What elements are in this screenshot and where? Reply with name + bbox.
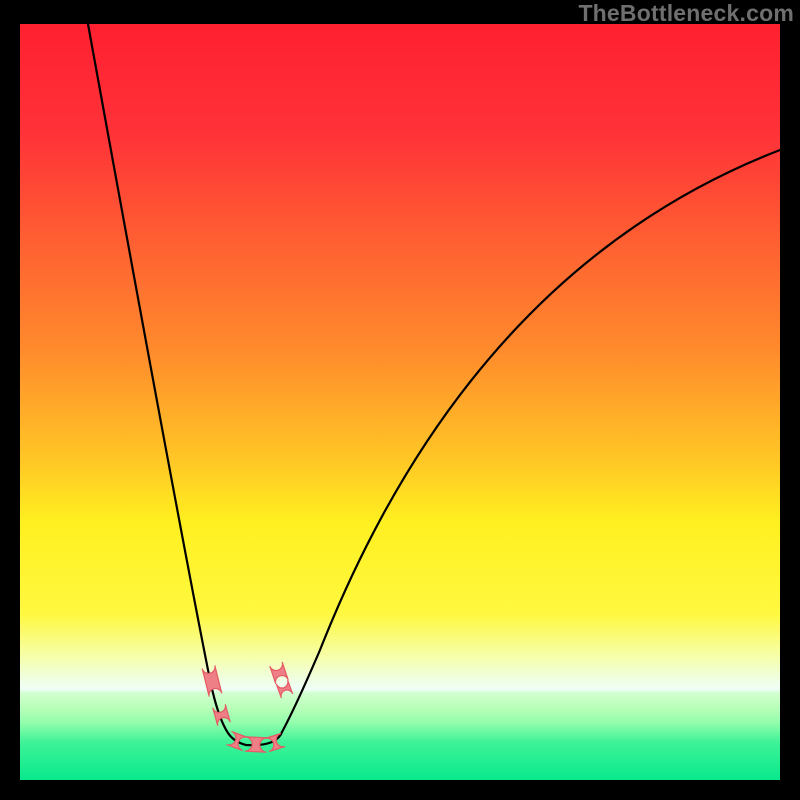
- watermark-text: TheBottleneck.com: [578, 0, 794, 27]
- bottleneck-chart: [0, 0, 800, 800]
- chart-root: TheBottleneck.com: [0, 0, 800, 800]
- gradient-plot-area: [20, 24, 780, 780]
